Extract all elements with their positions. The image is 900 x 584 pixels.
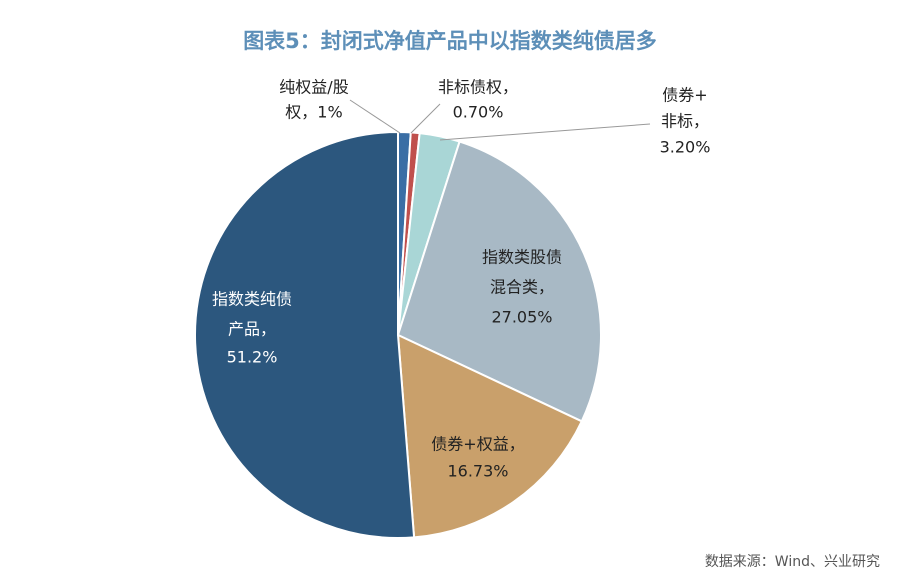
leader-line — [410, 103, 441, 134]
slice-label: 权，1% — [285, 103, 342, 122]
slice-label: 16.73% — [447, 462, 508, 481]
leader-line — [349, 99, 401, 134]
source-note: 数据来源：Wind、兴业研究 — [705, 554, 880, 570]
leader-line — [439, 123, 651, 141]
slice-label: 非标， — [661, 112, 709, 131]
slice-label: 非标债权， — [438, 78, 518, 97]
slice-label: 0.70% — [453, 103, 504, 122]
slice-label: 51.2% — [227, 348, 278, 367]
slice-label: 纯权益/股 — [279, 78, 348, 97]
slice-label: 指数类股债 — [482, 248, 562, 267]
slice-label: 27.05% — [491, 308, 552, 327]
slice-label: 混合类， — [490, 278, 554, 297]
pie-slice — [396, 333, 584, 539]
pie-slice — [396, 140, 602, 423]
slice-label: 指数类纯债 — [212, 290, 292, 309]
slice-label: 3.20% — [660, 138, 711, 157]
slice-label: 产品， — [228, 320, 276, 339]
slice-label: 债券+权益， — [431, 435, 524, 454]
chart-title: 图表5：封闭式净值产品中以指数类纯债居多 — [243, 29, 657, 53]
slice-label: 债券+ — [662, 86, 707, 105]
pie-slice — [194, 130, 416, 539]
